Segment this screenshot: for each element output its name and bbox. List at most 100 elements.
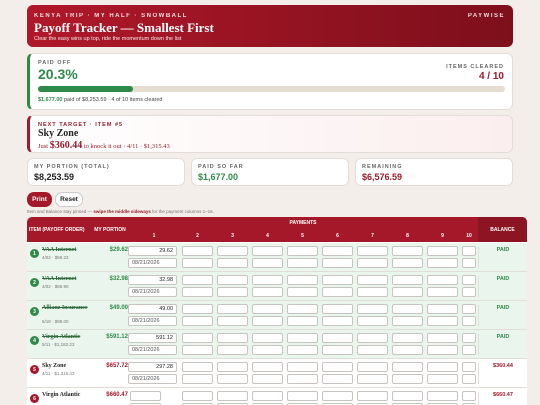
- empty-input: [392, 391, 423, 401]
- title: Payoff Tracker — Smallest First: [34, 20, 214, 35]
- empty-input: [287, 391, 318, 401]
- item-name: Allianz Insurance: [42, 305, 88, 311]
- empty-input: [462, 258, 476, 268]
- empty-input: [182, 246, 213, 256]
- empty-input: [252, 246, 283, 256]
- payment-number: 1: [152, 232, 156, 239]
- payment-number: 8: [406, 232, 409, 239]
- empty-input: [182, 304, 213, 314]
- reset-button[interactable]: Reset: [55, 192, 83, 207]
- empty-input: [182, 403, 213, 405]
- portion: $49.00: [109, 305, 128, 311]
- empty-input: [217, 316, 248, 326]
- print-button[interactable]: Print: [27, 192, 52, 207]
- empty-input: [462, 275, 476, 285]
- balance: PAID: [478, 276, 527, 297]
- empty-input: [462, 316, 476, 326]
- portion: $32.98: [109, 276, 128, 282]
- empty-input: [287, 345, 318, 355]
- header: KENYA TRIP · MY HALF · SNOWBALL Payoff T…: [27, 5, 513, 47]
- item-detail: 4/11 · $1,315.43: [42, 371, 75, 376]
- order-badge: 2: [30, 278, 39, 287]
- row: 3 Allianz Insurance 5/18 · $98.00 $49.00 49.…: [27, 301, 527, 330]
- progress-card: PAID OFF 20.3% ITEMS CLEARED 4 / 10 $1,6…: [27, 53, 513, 110]
- empty-input: [252, 362, 283, 372]
- name: Sky Zone: [38, 128, 79, 139]
- payment-number: 5: [301, 232, 304, 239]
- empty-input: [392, 362, 423, 372]
- empty-input: [182, 391, 213, 401]
- empty-input: [252, 345, 283, 355]
- item-detail: 5/11 · $1,182.23: [42, 342, 75, 347]
- label: NEXT TARGET · ITEM #5: [38, 122, 124, 128]
- percent: 20.3%: [38, 66, 78, 82]
- empty-input: [462, 304, 476, 314]
- empty-input: [322, 333, 353, 343]
- payment-number: 3: [231, 232, 234, 239]
- empty-input: [357, 362, 388, 372]
- date-input: 08/21/2026: [128, 316, 177, 326]
- empty-input: [462, 362, 476, 372]
- row: 6 Virgin Atlantic $660.47 $660.47: [27, 388, 527, 405]
- empty-input: [427, 287, 458, 297]
- empty-input: [287, 275, 318, 285]
- payment-number: 7: [371, 232, 374, 239]
- portion: $660.47: [106, 392, 128, 398]
- empty-input: [462, 403, 476, 405]
- empty-input: [392, 345, 423, 355]
- empty-input: [357, 345, 388, 355]
- empty-input: [182, 374, 213, 384]
- empty-input: [392, 258, 423, 268]
- empty-input: [357, 316, 388, 326]
- empty-input: [357, 374, 388, 384]
- empty-input: [462, 287, 476, 297]
- empty-input: [252, 391, 283, 401]
- empty-input: [252, 333, 283, 343]
- item-detail: 4/02 · $59.23: [42, 255, 69, 260]
- item-detail: 4/02 · $65.90: [42, 284, 69, 289]
- empty-input: [322, 275, 353, 285]
- empty-input: [182, 275, 213, 285]
- stat-value: $8,253.59: [34, 172, 75, 182]
- stat-card: REMAINING $6,576.59: [355, 158, 513, 186]
- order-badge: 4: [30, 336, 39, 345]
- empty-input: [182, 287, 213, 297]
- empty-input: [357, 333, 388, 343]
- empty-input: [217, 333, 248, 343]
- summary: $1,677.00 paid of $8,253.59 · 4 of 10 it…: [38, 97, 162, 103]
- empty-input: [252, 316, 283, 326]
- stat-value: $6,576.59: [362, 172, 403, 182]
- stat-value: $1,677.00: [198, 172, 239, 182]
- payment-input: 29.62: [128, 246, 177, 256]
- hint: Item and Balance stay pinned — swipe the…: [27, 209, 214, 214]
- empty-input: [130, 391, 161, 401]
- stat-label: PAID SO FAR: [198, 164, 244, 170]
- stat-card: PAID SO FAR $1,677.00: [191, 158, 349, 186]
- date-input: 08/21/2026: [128, 258, 177, 268]
- empty-input: [392, 316, 423, 326]
- payment-number: 6: [336, 232, 339, 239]
- empty-input: [252, 275, 283, 285]
- item-name: Virgin Atlantic: [42, 334, 81, 340]
- payment-number: 9: [441, 232, 444, 239]
- empty-input: [392, 287, 423, 297]
- payment-number: 2: [196, 232, 199, 239]
- progress-track: [38, 86, 505, 92]
- payment-input: 49.00: [128, 304, 177, 314]
- balance: PAID: [478, 247, 527, 268]
- empty-input: [427, 403, 458, 405]
- next-card: NEXT TARGET · ITEM #5 Sky Zone Just $360…: [27, 115, 513, 153]
- col-item: ITEM (PAYOFF ORDER): [29, 226, 85, 233]
- order-badge: 1: [30, 249, 39, 258]
- empty-input: [357, 391, 388, 401]
- empty-input: [217, 345, 248, 355]
- empty-input: [287, 258, 318, 268]
- empty-input: [217, 258, 248, 268]
- portion: $657.72: [106, 363, 128, 369]
- payment-number: 4: [266, 232, 269, 239]
- payment-input: 297.28: [128, 362, 177, 372]
- balance: $660.47: [478, 392, 527, 405]
- col-payments: PAYMENTS: [289, 220, 317, 226]
- item-name: VAA Internet: [42, 276, 77, 282]
- empty-input: [322, 345, 353, 355]
